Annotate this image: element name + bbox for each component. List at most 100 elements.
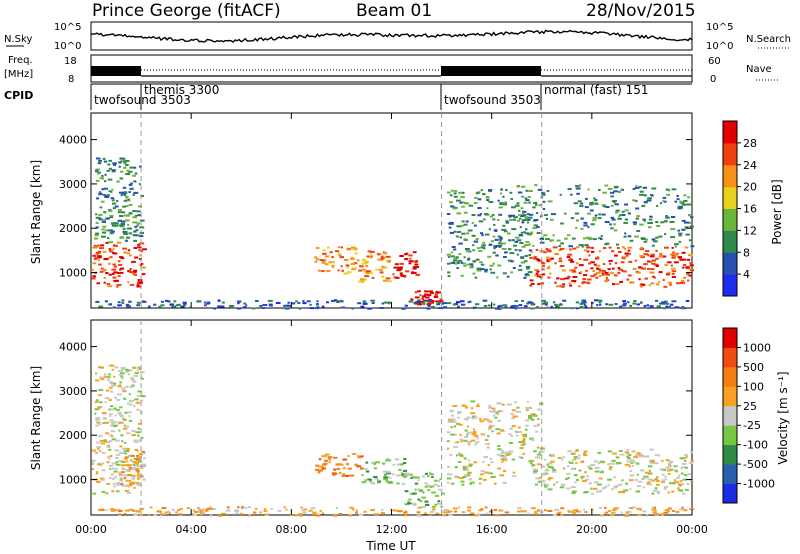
velocity-scatter-cell xyxy=(167,510,170,513)
power-scatter-cell xyxy=(453,230,457,233)
velocity-scatter-cell xyxy=(441,492,446,495)
velocity-scatter-cell xyxy=(589,464,595,467)
velocity-scatter-cell xyxy=(470,481,475,484)
power-scatter-cell xyxy=(576,192,580,195)
power-scatter-cell xyxy=(585,197,588,200)
power-scatter-cell xyxy=(237,300,242,303)
power-scatter-cell xyxy=(554,303,558,306)
velocity-scatter-cell xyxy=(641,477,645,480)
power-scatter-cell xyxy=(108,248,112,251)
power-scatter-cell xyxy=(575,226,578,229)
power-scatter-cell xyxy=(141,266,146,269)
velocity-scatter-cell xyxy=(104,440,107,443)
velocity-scatter-cell xyxy=(482,460,485,463)
velocity-scatter-cell xyxy=(264,508,267,510)
velocity-scatter-cell xyxy=(458,477,464,480)
nsearch-tick-bottom: 10^0 xyxy=(706,41,733,52)
power-scatter-cell xyxy=(570,217,575,220)
power-scatter-cell xyxy=(137,246,142,249)
velocity-scatter-cell xyxy=(499,474,505,477)
velocity-colorbar-tick-label: -100 xyxy=(743,439,768,452)
velocity-scatter-cell xyxy=(520,456,524,459)
velocity-scatter-cell xyxy=(581,480,587,483)
power-scatter-cell xyxy=(108,159,112,162)
power-scatter-cell xyxy=(511,260,514,263)
power-scatter-cell xyxy=(520,261,525,264)
velocity-scatter-cell xyxy=(541,480,546,483)
power-scatter-cell xyxy=(687,254,693,257)
velocity-scatter-cell xyxy=(651,492,655,495)
power-scatter-cell xyxy=(621,270,624,272)
power-scatter-cell xyxy=(623,235,627,238)
power-scatter-cell xyxy=(126,236,131,239)
velocity-scatter-cell xyxy=(110,421,115,424)
velocity-scatter-cell xyxy=(417,488,421,491)
velocity-scatter-cell xyxy=(357,455,360,458)
velocity-scatter-cell xyxy=(478,477,483,480)
velocity-scatter-cell xyxy=(487,435,490,438)
power-scatter-cell xyxy=(109,256,113,259)
velocity-scatter-cell xyxy=(404,472,409,475)
power-scatter-cell xyxy=(133,269,138,272)
cpid-mode-3: twofsound 3503 xyxy=(444,93,541,107)
power-scatter-cell xyxy=(655,265,659,267)
velocity-scatter-cell xyxy=(471,417,476,420)
velocity-scatter-cell xyxy=(651,506,656,509)
power-scatter-cell xyxy=(556,239,561,242)
velocity-scatter-cell xyxy=(570,486,576,488)
power-scatter-cell xyxy=(505,189,508,192)
power-scatter-cell xyxy=(663,300,666,303)
power-scatter-cell xyxy=(481,244,486,247)
velocity-scatter-cell xyxy=(417,479,420,482)
power-scatter-cell xyxy=(480,246,485,249)
power-scatter-cell xyxy=(614,262,618,265)
velocity-scatter-cell xyxy=(522,438,526,440)
power-scatter-cell xyxy=(647,307,652,309)
power-scatter-cell xyxy=(128,183,133,186)
power-scatter-cell xyxy=(639,223,644,226)
velocity-scatter-cell xyxy=(130,474,135,477)
power-scatter-cell xyxy=(414,266,420,268)
power-scatter-cell xyxy=(431,300,434,303)
power-scatter-cell xyxy=(328,261,333,264)
power-scatter-cell xyxy=(123,166,127,169)
power-scatter-cell xyxy=(592,238,597,241)
power-scatter-cell xyxy=(138,243,141,246)
power-scatter-cell xyxy=(598,213,602,216)
velocity-scatter-cell xyxy=(657,454,661,457)
velocity-scatter-cell xyxy=(423,512,428,515)
power-scatter-cell xyxy=(588,246,591,249)
power-scatter-cell xyxy=(415,273,421,276)
power-scatter-cell xyxy=(655,221,659,223)
velocity-scatter-cell xyxy=(467,471,472,474)
power-scatter-cell xyxy=(502,195,505,198)
power-scatter-cell xyxy=(114,222,119,225)
velocity-scatter-cell xyxy=(534,510,538,513)
velocity-scatter-cell xyxy=(640,455,645,458)
velocity-scatter-cell xyxy=(501,410,504,413)
velocity-scatter-cell xyxy=(539,476,542,479)
power-scatter-cell xyxy=(640,256,645,259)
velocity-scatter-cell xyxy=(104,401,107,404)
power-scatter-cell xyxy=(680,281,685,284)
velocity-scatter-cell xyxy=(134,448,138,451)
velocity-scatter-cell xyxy=(496,402,501,404)
velocity-scatter-cell xyxy=(435,494,439,497)
velocity-scatter-cell xyxy=(609,462,613,465)
power-scatter-cell xyxy=(602,270,606,272)
power-scatter-cell xyxy=(545,256,550,259)
power-scatter-cell xyxy=(559,265,565,267)
velocity-scatter-cell xyxy=(521,440,524,443)
velocity-scatter-cell xyxy=(457,411,462,414)
power-scatter-cell xyxy=(119,236,125,239)
velocity-scatter-cell xyxy=(485,443,491,445)
velocity-scatter-cell xyxy=(682,457,687,460)
power-scatter-cell xyxy=(564,212,567,215)
velocity-scatter-cell xyxy=(576,479,579,481)
power-scatter-cell xyxy=(662,196,667,199)
power-scatter-cell xyxy=(94,233,98,236)
power-scatter-cell xyxy=(583,304,586,306)
power-scatter-cell xyxy=(567,275,571,278)
power-scatter-cell xyxy=(567,253,573,256)
velocity-scatter-cell xyxy=(401,474,403,477)
